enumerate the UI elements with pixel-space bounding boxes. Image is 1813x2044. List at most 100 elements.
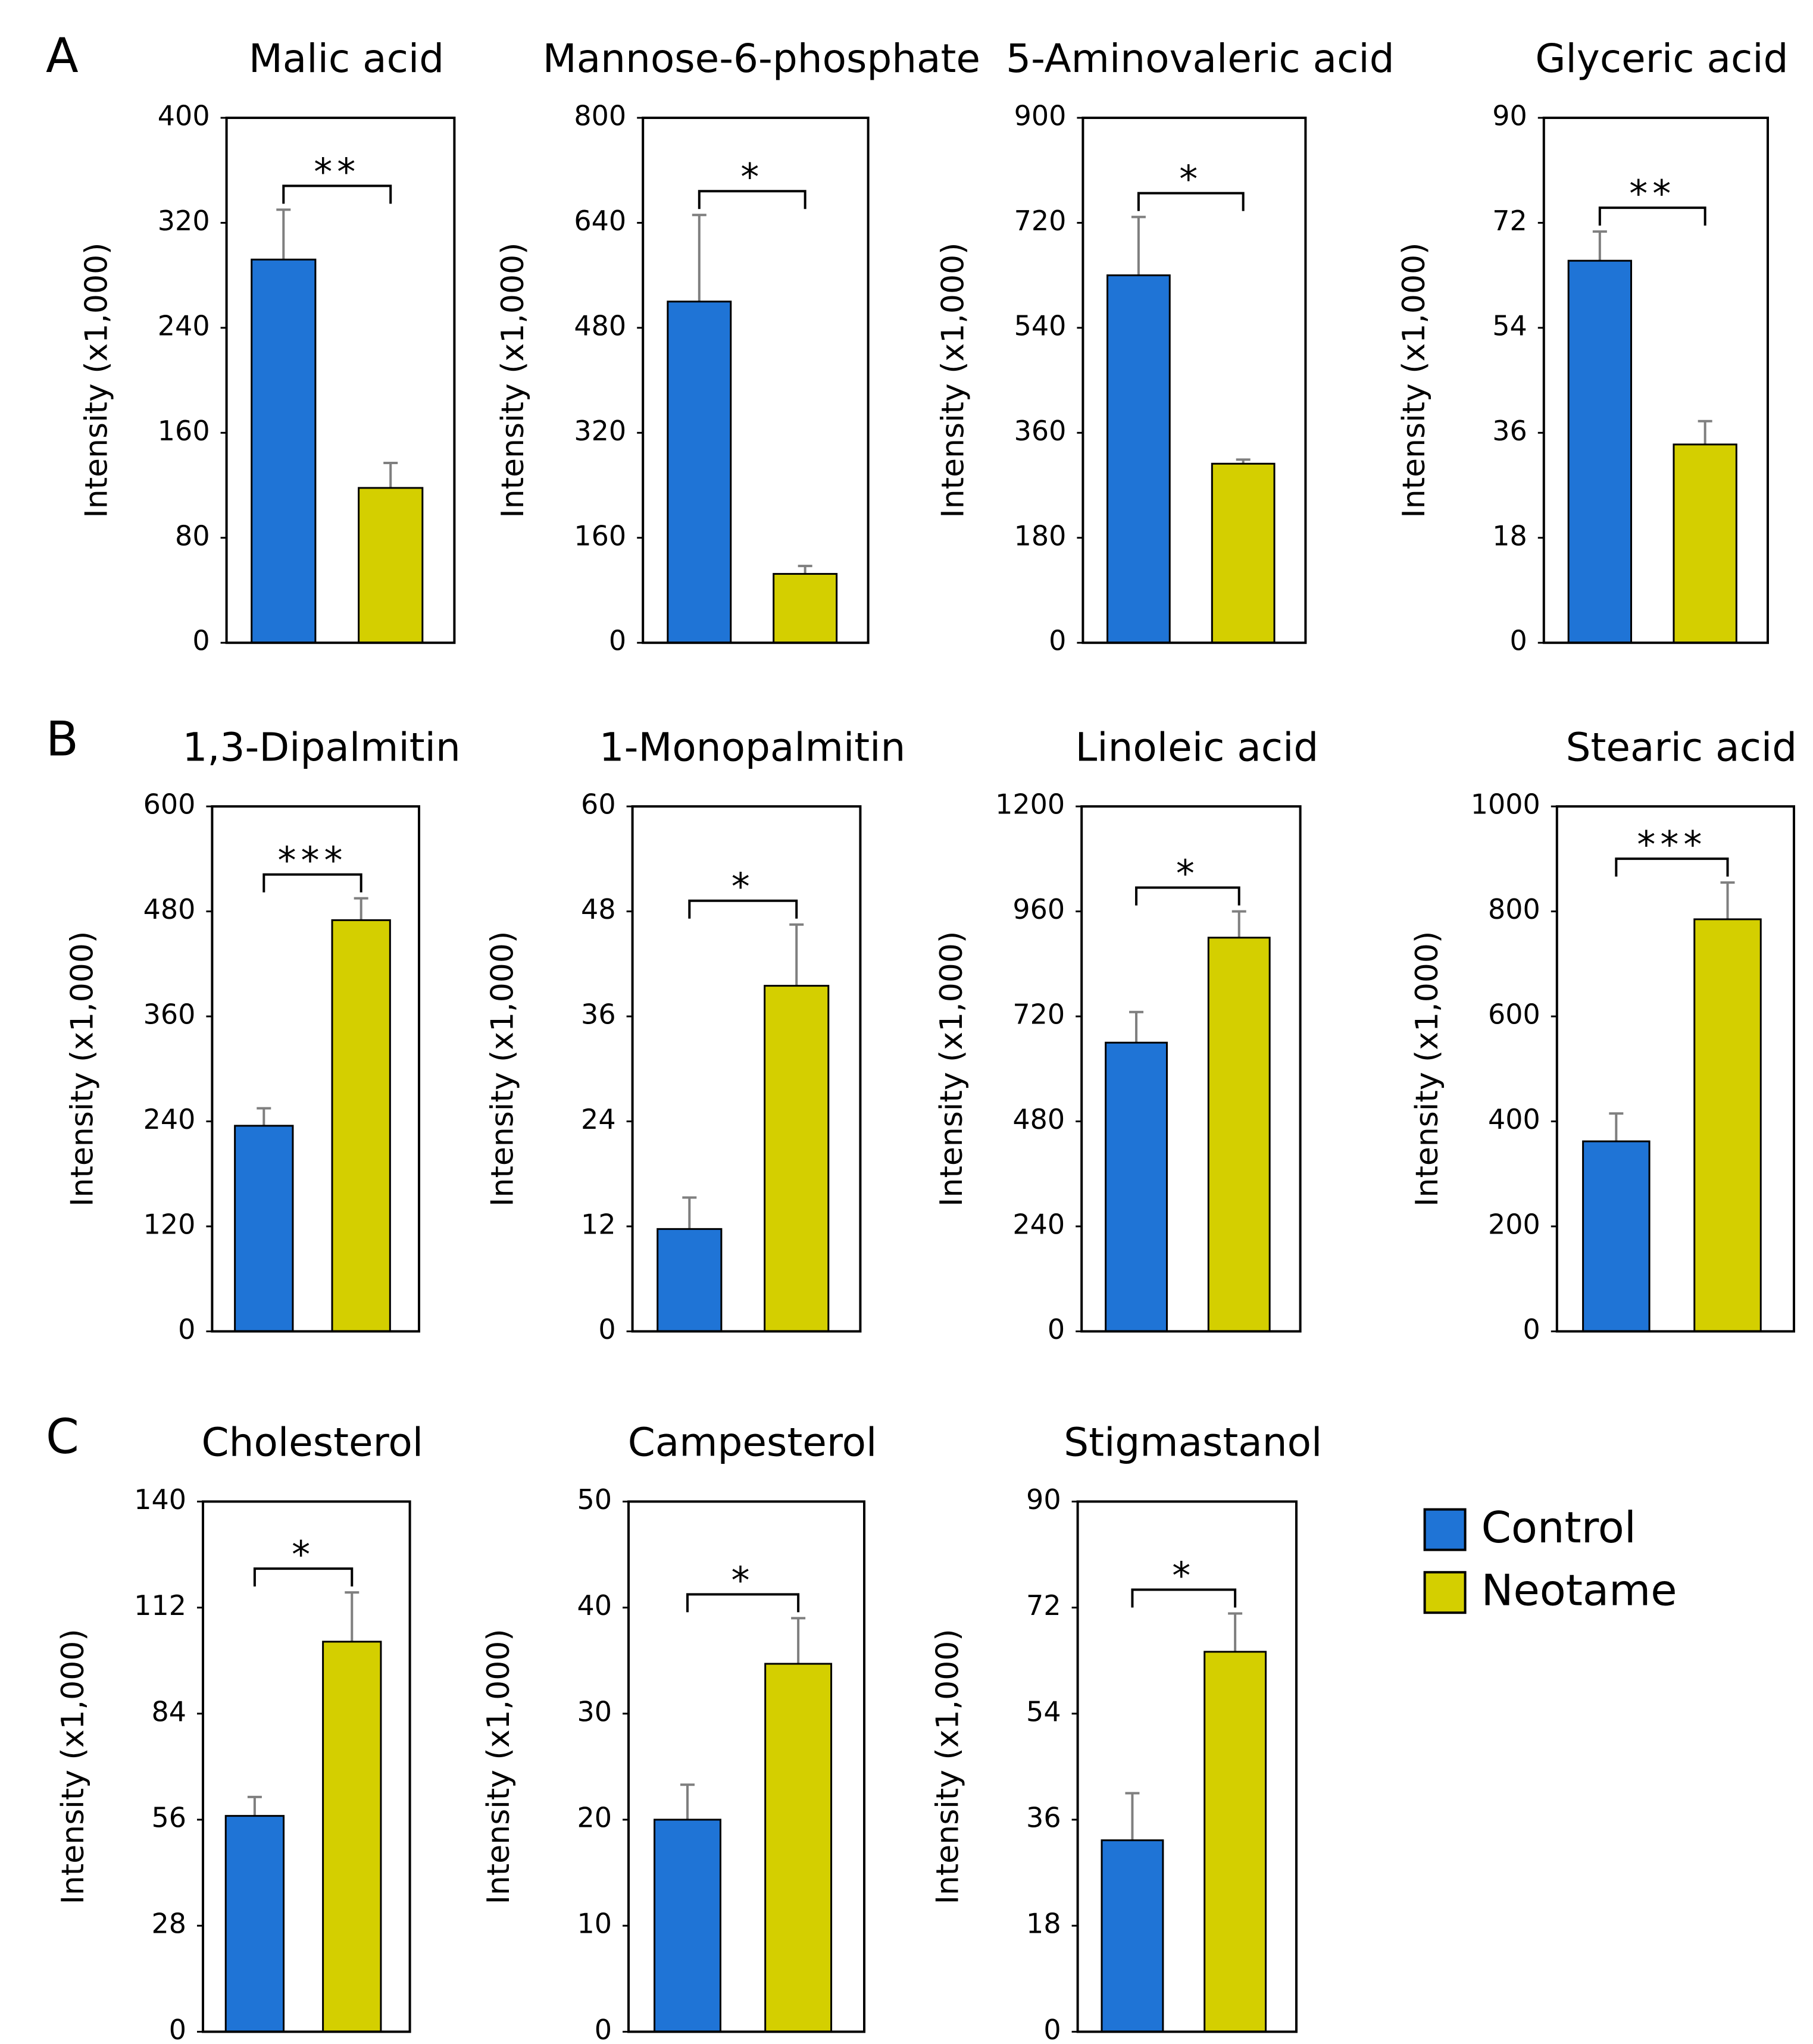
bar: [234, 1125, 294, 1332]
y-tick-label: 12: [581, 1208, 616, 1240]
bar: [1207, 937, 1271, 1332]
y-tick-label: 24: [581, 1103, 616, 1135]
legend-label: Neotame: [1481, 1566, 1677, 1616]
y-tick-label: 72: [1026, 1589, 1061, 1622]
significance-bracket: [688, 899, 798, 919]
y-tick-label: 80: [175, 519, 210, 552]
y-tick-label: 600: [1488, 998, 1540, 1031]
y-tick-label: 600: [143, 788, 196, 821]
bar: [667, 301, 732, 644]
significance-bracket: [1131, 1588, 1237, 1608]
y-tick-label: 72: [1492, 205, 1527, 237]
y-tick-label: 0: [1049, 625, 1066, 657]
bar: [654, 1818, 721, 2033]
chart-title: Linoleic acid: [1075, 724, 1318, 770]
y-tick-label: 48: [581, 893, 616, 925]
chart-title: Glyceric acid: [1535, 36, 1788, 82]
bar: [1567, 259, 1633, 644]
significance-bracket: [698, 190, 807, 209]
y-axis-label: Intensity (x1,000): [930, 1629, 966, 1904]
y-tick-label: 960: [1012, 893, 1065, 925]
y-axis-label: Intensity (x1,000): [1396, 243, 1432, 518]
y-tick-label: 800: [1488, 893, 1540, 925]
bar: [251, 258, 317, 644]
y-axis-label: Intensity (x1,000): [485, 931, 521, 1207]
y-tick-label: 10: [577, 1908, 612, 1940]
chart-title: 1,3-Dipalmitin: [183, 724, 461, 770]
y-tick-label: 640: [574, 205, 626, 237]
y-tick-label: 112: [134, 1589, 186, 1622]
y-tick-label: 180: [1014, 519, 1067, 552]
plot-frame: [627, 1500, 865, 2033]
y-tick-label: 720: [1012, 998, 1065, 1031]
y-tick-label: 60: [581, 788, 616, 821]
chart-title: 1-Monopalmitin: [599, 724, 906, 770]
y-axis-label: Intensity (x1,000): [1409, 931, 1445, 1207]
legend-swatch: [1423, 1508, 1467, 1551]
chart-title: Cholesterol: [202, 1419, 424, 1465]
significance-label: *: [1172, 1554, 1195, 1598]
chart-title: 5-Aminovaleric acid: [1006, 36, 1395, 82]
bar: [322, 1641, 382, 2033]
y-tick-label: 0: [178, 1313, 195, 1345]
significance-label: *: [1179, 158, 1202, 201]
y-tick-label: 0: [1043, 2014, 1061, 2044]
y-tick-label: 84: [151, 1695, 186, 1727]
y-tick-label: 240: [158, 309, 210, 342]
y-tick-label: 480: [143, 893, 196, 925]
y-tick-label: 54: [1492, 309, 1527, 342]
significance-label: ***: [1637, 823, 1706, 866]
chart-title: Campesterol: [628, 1419, 877, 1465]
y-tick-label: 0: [1523, 1313, 1540, 1345]
legend-label: Control: [1481, 1503, 1636, 1552]
y-tick-label: 0: [1048, 1313, 1065, 1345]
y-tick-label: 320: [574, 415, 626, 447]
bar: [1673, 443, 1737, 644]
y-tick-label: 90: [1492, 100, 1527, 132]
y-axis-label: Intensity (x1,000): [55, 1629, 91, 1904]
y-tick-label: 200: [1488, 1208, 1540, 1240]
y-axis-label: Intensity (x1,000): [79, 243, 115, 518]
y-axis-label: Intensity (x1,000): [481, 1629, 517, 1904]
y-axis-label: Intensity (x1,000): [935, 243, 971, 518]
y-tick-label: 1000: [1471, 788, 1540, 821]
significance-label: *: [1176, 852, 1199, 896]
panel-letter: B: [46, 711, 79, 766]
plot-frame: [225, 117, 456, 644]
bar: [358, 487, 424, 644]
y-axis-label: Intensity (x1,000): [495, 243, 531, 518]
panel-letter: A: [46, 28, 79, 83]
y-tick-label: 120: [143, 1208, 196, 1240]
significance-label: **: [1629, 172, 1676, 215]
significance-label: *: [732, 1558, 755, 1602]
y-tick-label: 900: [1014, 100, 1067, 132]
y-axis-label: Intensity (x1,000): [934, 931, 970, 1207]
bar: [1105, 1041, 1168, 1332]
bar: [224, 1815, 285, 2033]
y-tick-label: 36: [1492, 415, 1527, 447]
y-tick-label: 800: [574, 100, 626, 132]
y-tick-label: 480: [574, 309, 626, 342]
y-tick-label: 18: [1026, 1908, 1061, 1940]
y-tick-label: 0: [1510, 625, 1527, 657]
plot-frame: [1080, 805, 1302, 1333]
significance-bracket: [1137, 192, 1245, 211]
plot-frame: [202, 1500, 411, 2033]
significance-label: *: [740, 155, 764, 199]
chart-title: Mannose-6-phosphate: [543, 36, 980, 82]
y-tick-label: 360: [143, 998, 196, 1031]
y-tick-label: 400: [158, 100, 210, 132]
y-tick-label: 400: [1488, 1103, 1540, 1135]
plot-frame: [211, 805, 420, 1333]
y-tick-label: 20: [577, 1802, 612, 1834]
y-tick-label: 160: [158, 415, 210, 447]
plot-frame: [631, 805, 862, 1333]
y-tick-label: 240: [1012, 1208, 1065, 1240]
bar: [1211, 462, 1276, 644]
y-tick-label: 30: [577, 1695, 612, 1727]
y-axis-label: Intensity (x1,000): [64, 931, 100, 1207]
y-tick-label: 720: [1014, 205, 1067, 237]
bar: [773, 572, 838, 644]
